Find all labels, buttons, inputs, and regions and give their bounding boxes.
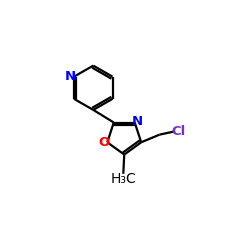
Text: N: N bbox=[65, 70, 76, 82]
Text: H₃C: H₃C bbox=[110, 172, 136, 185]
Text: O: O bbox=[98, 136, 110, 149]
Text: N: N bbox=[132, 116, 143, 128]
Text: Cl: Cl bbox=[171, 125, 185, 138]
